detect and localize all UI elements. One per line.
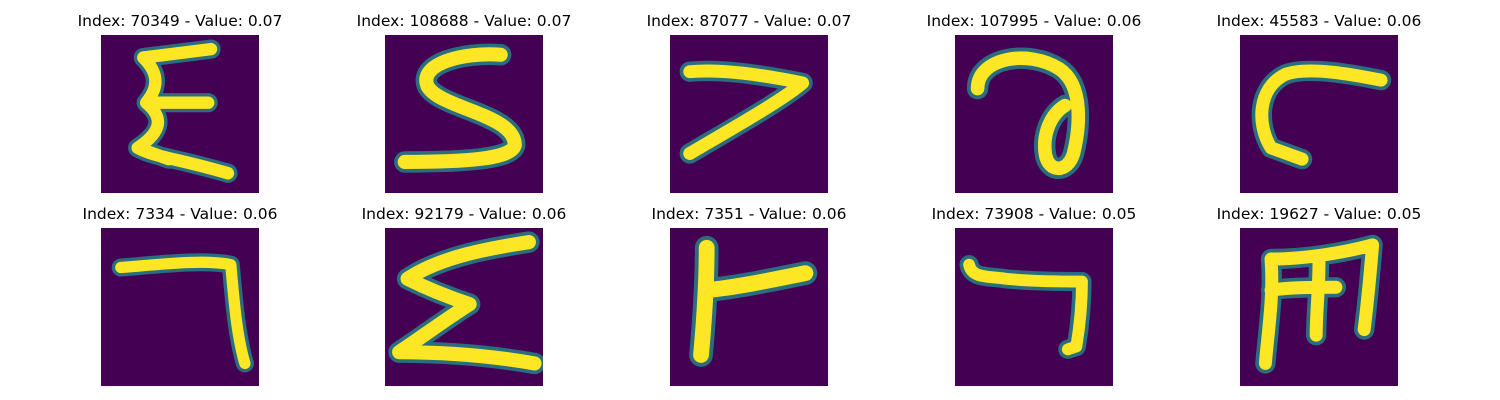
- panel-0: Index: 70349 - Value: 0.07: [38, 11, 322, 201]
- digit-image: [385, 35, 543, 193]
- digit-image: [101, 35, 259, 193]
- panel-title: Index: 7334 - Value: 0.06: [82, 205, 278, 223]
- digit-image: [385, 228, 543, 386]
- panel-7: Index: 7351 - Value: 0.06: [607, 204, 891, 394]
- panel-title: Index: 87077 - Value: 0.07: [646, 12, 852, 30]
- panel-8: Index: 73908 - Value: 0.05: [892, 204, 1176, 394]
- panel-title: Index: 107995 - Value: 0.06: [926, 12, 1142, 30]
- glyph-strokes: [111, 253, 254, 373]
- panel-title: Index: 7351 - Value: 0.06: [651, 205, 847, 223]
- panel-title: Index: 19627 - Value: 0.05: [1216, 205, 1422, 223]
- panel-3: Index: 107995 - Value: 0.06: [892, 11, 1176, 201]
- panel-title: Index: 108688 - Value: 0.07: [356, 12, 572, 30]
- glyph-strokes: [1251, 60, 1392, 170]
- glyph-strokes: [966, 47, 1090, 179]
- panel-title: Index: 70349 - Value: 0.07: [77, 12, 283, 30]
- glyph-strokes: [1255, 234, 1383, 374]
- digit-image: [101, 228, 259, 386]
- glyph-strokes: [394, 43, 526, 173]
- glyph-strokes: [959, 255, 1092, 359]
- panel-title: Index: 45583 - Value: 0.06: [1216, 12, 1422, 30]
- glyph-strokes: [128, 39, 238, 183]
- digit-image: [1240, 35, 1398, 193]
- glyph-strokes: [388, 231, 543, 375]
- panel-4: Index: 45583 - Value: 0.06: [1177, 11, 1461, 201]
- panel-1: Index: 108688 - Value: 0.07: [322, 11, 606, 201]
- panel-5: Index: 7334 - Value: 0.06: [38, 204, 322, 394]
- glyph-strokes: [679, 60, 813, 164]
- panel-title: Index: 73908 - Value: 0.05: [931, 205, 1137, 223]
- panel-6: Index: 92179 - Value: 0.06: [322, 204, 606, 394]
- digit-image: [1240, 228, 1398, 386]
- digit-image: [670, 35, 828, 193]
- digit-image: [955, 228, 1113, 386]
- digit-image: [955, 35, 1113, 193]
- panel-9: Index: 19627 - Value: 0.05: [1177, 204, 1461, 394]
- glyph-strokes: [689, 235, 818, 367]
- panel-2: Index: 87077 - Value: 0.07: [607, 11, 891, 201]
- digit-image: [670, 228, 828, 386]
- panel-title: Index: 92179 - Value: 0.06: [361, 205, 567, 223]
